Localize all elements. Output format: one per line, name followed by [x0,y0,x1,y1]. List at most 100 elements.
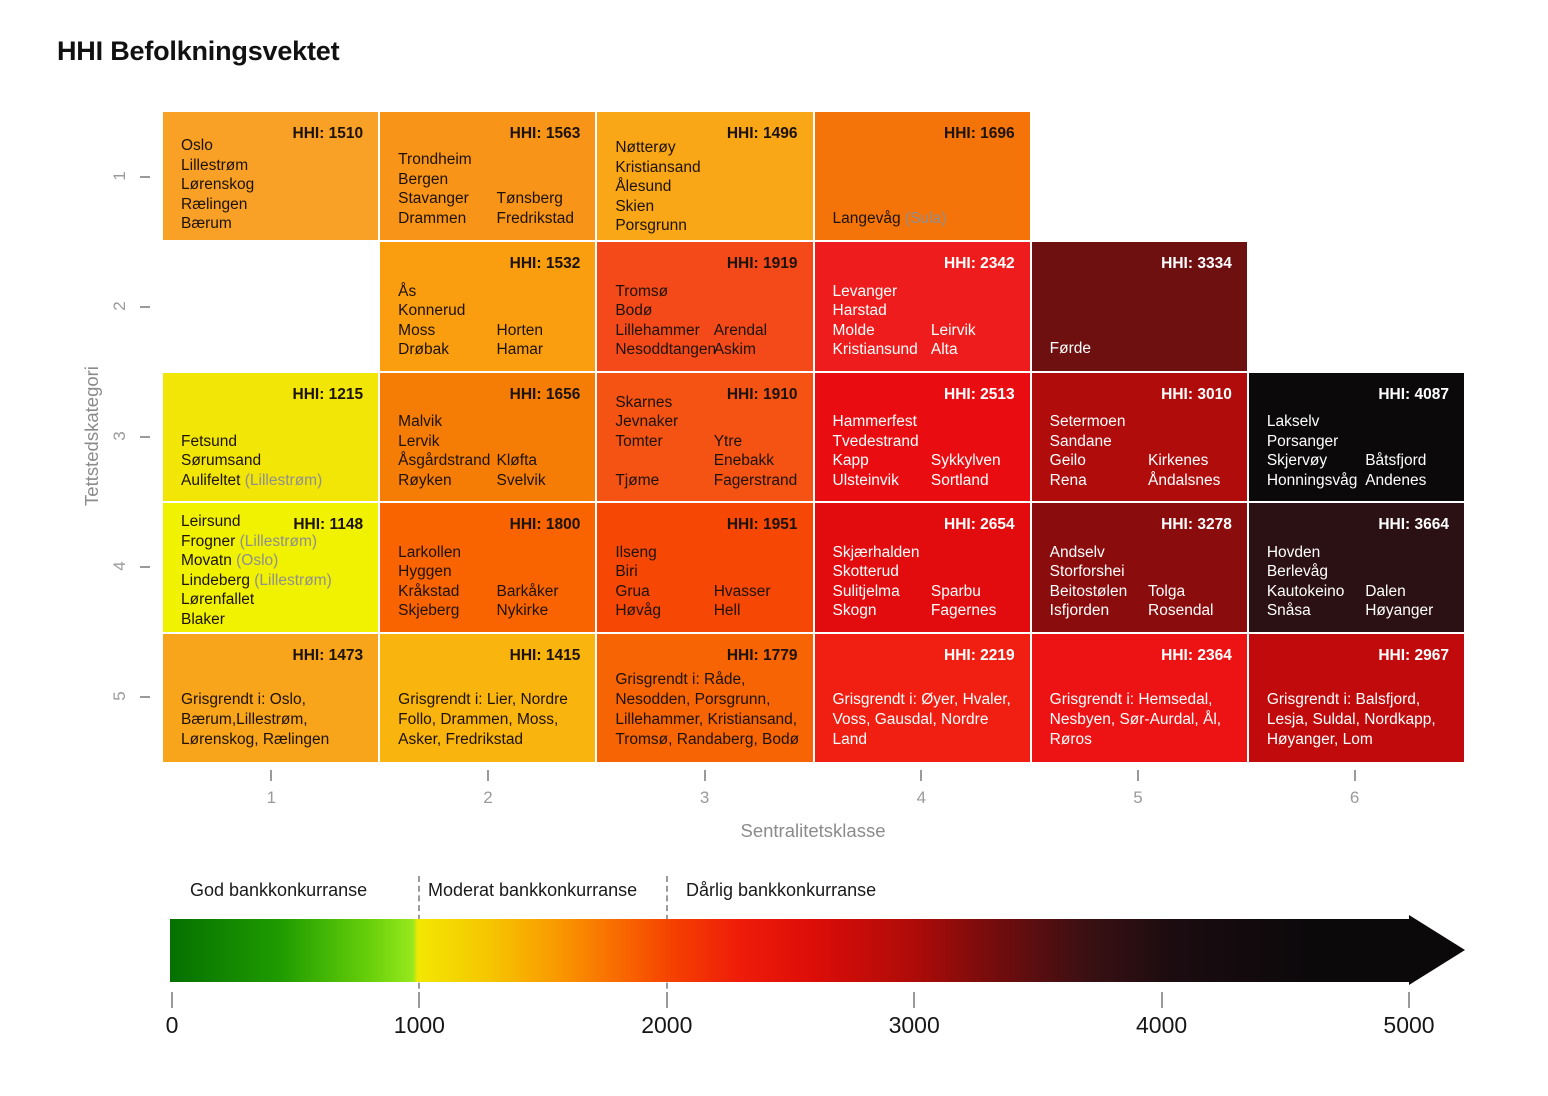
city-name: Rena [1049,471,1087,489]
city-name: Bergen [398,170,449,188]
city-name: Horten [496,321,544,339]
city-list: Førde [1050,339,1239,359]
city-name: Bærum [181,215,232,232]
city-list: Malvik Lervik Åsgårdstrand Kløfta Røyken Svel… [398,412,587,490]
y-tick-mark [140,566,150,568]
city-name: Bodø [615,302,653,320]
grid-cell-r1c3: HHI: 1496 Nøtterøy Kristiansand Ålesund Skie… [597,112,813,241]
y-tick-label: 5 [110,691,129,701]
city-name: Førde [1049,340,1091,358]
hhi-value: HHI: 1563 [509,125,581,142]
city-name: Andenes [1365,471,1427,489]
city-note: (Lillestrøm) [244,471,323,489]
city-name: Moss [398,321,436,339]
cell-description: Grisgrendt i: Råde, Nesodden, Porsgrunn,… [615,670,800,748]
city-name: Lillestrøm [181,156,249,174]
scale-tick-label: 0 [165,1012,179,1038]
city-list: Levanger Harstad Molde Leirvik Kristiansund A… [833,282,1022,360]
city-name: Frogner (Lillestrøm) [181,532,318,550]
city-name: Larkollen [398,543,462,561]
grid-cell-r3c1: HHI: 1215 Fetsund Sørumsand Aulifeltet (Lil… [163,372,379,502]
grid-cell-r2c5: HHI: 3334 Førde [1031,242,1247,371]
city-name: Fagerstrand [713,471,798,489]
y-tick-label: 1 [110,171,129,181]
scale-tick-mark [665,992,668,1008]
x-tick-mark [1137,770,1139,781]
y-tick-label: 3 [110,431,129,441]
legend-zone-good: God bankkonkurranse [190,880,368,900]
grid-cell-r1c2: HHI: 1563 Trondheim Bergen Stavanger Tønsber… [380,112,596,241]
city-name: Kautokeino [1266,582,1345,600]
colorbar-gradient [170,919,1409,982]
city-name: Lørenfallet [181,591,255,609]
city-name: Ytre Enebakk [713,432,775,470]
heatmap-grid: HHI: 1510 Oslo Lillestrøm Lørenskog Rælingen… [163,112,1464,762]
hhi-value: HHI: 1779 [726,646,798,664]
city-name: Fagernes [930,602,997,620]
city-name: Kirkenes [1148,452,1209,470]
city-name: Skogn [832,602,877,620]
grid-cell-r4c3: HHI: 1951 Ilseng Biri Grua Hvasser Høvåg Hell [597,503,813,632]
city-name: Berlevåg [1266,563,1329,581]
scale-tick-label: 5000 [1383,1012,1435,1038]
city-name: Movatn (Oslo) [181,552,279,570]
cell-description: Grisgrendt i: Hemsedal, Nesbyen, Sør-Aur… [1049,690,1222,748]
city-name: Lervik [398,432,440,450]
city-name: Porsgrunn [615,217,687,234]
x-tick-mark [270,770,273,781]
city-list: Lakselv Porsanger Skjervøy Båtsfjord Honning… [1267,412,1456,490]
grid-cell-r2c2: HHI: 1532 Ås Konnerud Moss Horten Drøbak Hamar [380,242,596,371]
city-name: Nykirke [496,602,549,620]
hhi-value: HHI: 1696 [944,125,1015,142]
city-name: Hamar [496,341,544,359]
city-name: Honningsvåg [1266,471,1358,489]
grid-cell-r4c6: HHI: 3664 Hovden Berlevåg Kautokeino Dalen Sn… [1248,503,1464,632]
hhi-value: HHI: 1532 [509,255,581,273]
scale-tick-mark [913,992,916,1008]
scale-tick-mark [171,992,173,1008]
city-list: Langevåg (Sula) [833,209,1022,229]
hhi-value: HHI: 1510 [292,125,364,142]
city-list: Tromsø Bodø Lillehammer Arendal Nesoddtangen… [615,282,804,360]
x-tick-mark [487,770,489,781]
hhi-value: HHI: 1415 [509,646,581,664]
hhi-value: HHI: 1148 [293,516,364,534]
grid-cell-r4c5: HHI: 3278 Andselv Storforshei Beitostølen To… [1031,503,1247,632]
y-tick-mark [140,436,150,438]
x-tick-mark [703,770,706,781]
grid-cell-r5c6: HHI: 2967 Grisgrendt i: Balsfjord, Lesja,… [1248,633,1464,762]
city-name: Tromsø [615,282,669,300]
grid-cell-r4c4: HHI: 2654 Skjærhalden Skotterud Sulitjelma S… [814,503,1030,632]
scale-tick-label: 2000 [641,1012,693,1038]
city-name: Røyken [398,471,452,489]
x-tick-label: 5 [1133,788,1143,807]
grid-cell-r5c4: HHI: 2219 Grisgrendt i: Øyer, Hvaler, Vos… [814,633,1030,762]
city-name: Blaker [181,610,225,628]
city-name: Levanger [832,282,898,300]
city-note: (Lillestrøm) [254,571,332,589]
grid-cell-r5c3: HHI: 1779 Grisgrendt i: Råde, Nesodden, P… [597,633,813,762]
city-name: Tolga [1148,582,1186,600]
hhi-value: HHI: 2654 [944,516,1015,534]
city-name: Skjærhalden [832,543,920,561]
grid-cell-r4c2: HHI: 1800 Larkollen Hyggen Kråkstad Barkåker… [380,503,596,632]
grid-cell-r5c5: HHI: 2364 Grisgrendt i: Hemsedal, Nesbyen… [1031,633,1247,762]
city-name: Lillehammer [615,321,700,339]
city-name: Setermoen [1049,413,1126,431]
city-name: Ulsteinvik [832,471,899,489]
city-name: Lindeberg (Lillestrøm) [181,571,332,589]
city-name: Hell [713,602,741,620]
city-name: Molde [832,321,875,339]
city-name: Ålesund [615,178,672,195]
city-name: Tomter [615,432,663,450]
hhi-value: HHI: 3334 [1161,255,1232,273]
city-name: Høyanger [1365,602,1434,620]
city-list: Andselv Storforshei Beitostølen Tolga Isfjor… [1050,543,1239,621]
y-axis-label: Tettstedskategori [81,366,102,506]
grid-cell-r3c5: HHI: 3010 Setermoen Sandane Geilo Kirkenes Re… [1031,372,1247,502]
city-name: Askim [713,341,756,359]
city-name: Fredrikstad [496,209,575,227]
hhi-value: HHI: 3664 [1378,516,1449,534]
city-name: Nesoddtangen [615,341,717,359]
hhi-value: HHI: 1919 [726,255,798,273]
